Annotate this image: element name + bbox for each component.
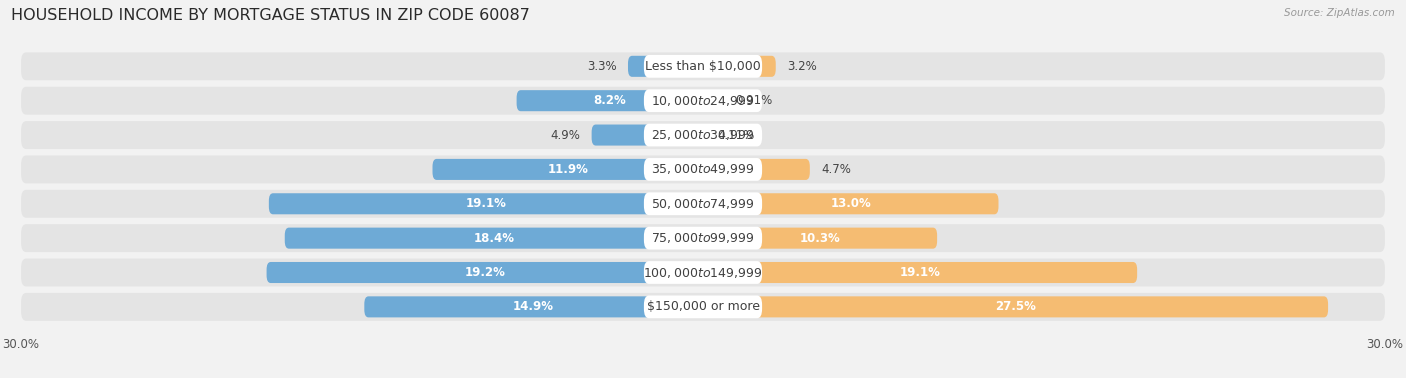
Text: $25,000 to $34,999: $25,000 to $34,999 [651, 128, 755, 142]
FancyBboxPatch shape [644, 55, 762, 78]
Text: 19.2%: 19.2% [464, 266, 505, 279]
FancyBboxPatch shape [703, 228, 938, 249]
Text: 19.1%: 19.1% [465, 197, 506, 210]
FancyBboxPatch shape [21, 53, 1385, 80]
FancyBboxPatch shape [703, 193, 998, 214]
FancyBboxPatch shape [644, 261, 762, 284]
Text: $100,000 to $149,999: $100,000 to $149,999 [644, 265, 762, 279]
Text: Less than $10,000: Less than $10,000 [645, 60, 761, 73]
Text: 0.11%: 0.11% [717, 129, 754, 141]
FancyBboxPatch shape [644, 296, 762, 318]
Text: 4.7%: 4.7% [821, 163, 851, 176]
Text: $50,000 to $74,999: $50,000 to $74,999 [651, 197, 755, 211]
Text: 4.9%: 4.9% [550, 129, 581, 141]
Text: 8.2%: 8.2% [593, 94, 626, 107]
FancyBboxPatch shape [21, 155, 1385, 183]
FancyBboxPatch shape [703, 56, 776, 77]
Text: 27.5%: 27.5% [995, 301, 1036, 313]
Text: Source: ZipAtlas.com: Source: ZipAtlas.com [1284, 8, 1395, 17]
Text: 10.3%: 10.3% [800, 232, 841, 245]
Text: $10,000 to $24,999: $10,000 to $24,999 [651, 94, 755, 108]
FancyBboxPatch shape [628, 56, 703, 77]
Text: $150,000 or more: $150,000 or more [647, 301, 759, 313]
Text: 3.2%: 3.2% [787, 60, 817, 73]
FancyBboxPatch shape [644, 89, 762, 112]
FancyBboxPatch shape [644, 227, 762, 249]
FancyBboxPatch shape [267, 262, 703, 283]
FancyBboxPatch shape [21, 121, 1385, 149]
Text: 18.4%: 18.4% [474, 232, 515, 245]
FancyBboxPatch shape [703, 296, 1329, 318]
FancyBboxPatch shape [644, 124, 762, 146]
FancyBboxPatch shape [21, 190, 1385, 218]
FancyBboxPatch shape [21, 87, 1385, 115]
FancyBboxPatch shape [644, 192, 762, 215]
FancyBboxPatch shape [702, 124, 707, 146]
FancyBboxPatch shape [516, 90, 703, 111]
FancyBboxPatch shape [703, 90, 724, 111]
FancyBboxPatch shape [364, 296, 703, 318]
Text: 11.9%: 11.9% [547, 163, 588, 176]
Text: 14.9%: 14.9% [513, 301, 554, 313]
FancyBboxPatch shape [433, 159, 703, 180]
Text: 19.1%: 19.1% [900, 266, 941, 279]
FancyBboxPatch shape [644, 158, 762, 181]
Text: $35,000 to $49,999: $35,000 to $49,999 [651, 163, 755, 177]
Text: 0.91%: 0.91% [735, 94, 772, 107]
FancyBboxPatch shape [285, 228, 703, 249]
Text: 3.3%: 3.3% [586, 60, 617, 73]
FancyBboxPatch shape [21, 259, 1385, 287]
Text: HOUSEHOLD INCOME BY MORTGAGE STATUS IN ZIP CODE 60087: HOUSEHOLD INCOME BY MORTGAGE STATUS IN Z… [11, 8, 530, 23]
FancyBboxPatch shape [21, 224, 1385, 252]
FancyBboxPatch shape [703, 262, 1137, 283]
FancyBboxPatch shape [592, 124, 703, 146]
Text: 13.0%: 13.0% [831, 197, 872, 210]
FancyBboxPatch shape [21, 293, 1385, 321]
FancyBboxPatch shape [703, 159, 810, 180]
Text: $75,000 to $99,999: $75,000 to $99,999 [651, 231, 755, 245]
FancyBboxPatch shape [269, 193, 703, 214]
